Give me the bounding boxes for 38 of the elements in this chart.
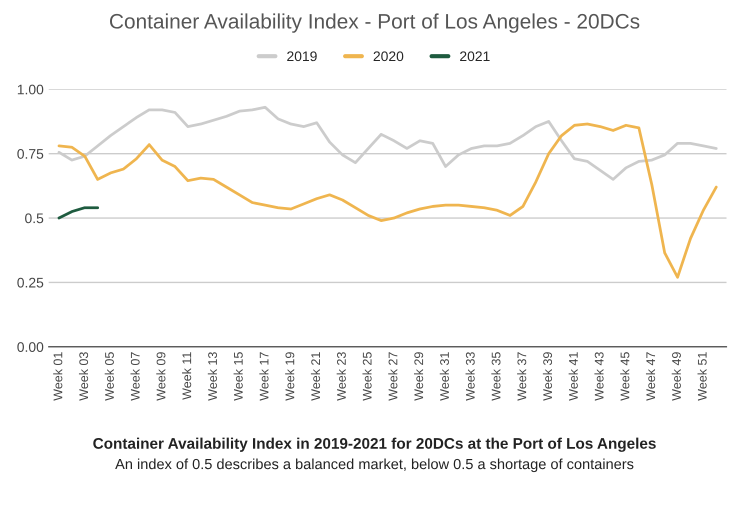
x-tick-label: Week 01 bbox=[53, 352, 62, 401]
x-tick-label: Week 49 bbox=[672, 352, 681, 401]
x-tick-label: Week 41 bbox=[568, 352, 578, 401]
x-tick-label: Week 37 bbox=[517, 352, 526, 401]
x-tick-label: Week 07 bbox=[130, 352, 140, 401]
text: An index of 0.5 describes a balanced market, below 0.5 a shortage of containers bbox=[115, 458, 634, 472]
x-tick-label: Week 05 bbox=[104, 352, 114, 401]
x-tick-label: Week 39 bbox=[542, 352, 552, 401]
y-tick-label: 0.25 bbox=[17, 278, 44, 288]
y-tick-label: 0.75 bbox=[17, 148, 44, 159]
x-tick-label: Week 27 bbox=[388, 352, 398, 401]
x-tick-label: Week 51 bbox=[698, 352, 707, 401]
x-tick-label: Week 35 bbox=[491, 352, 500, 401]
legend-label: 2019 bbox=[287, 51, 317, 62]
line-series bbox=[58, 122, 718, 279]
x-tick-label: Week 21 bbox=[310, 352, 320, 401]
legend-label: 2021 bbox=[460, 51, 490, 62]
chart-title: Container Availability Index - Port of Los Angeles - 20DCs bbox=[110, 13, 640, 33]
x-tick-label: Week 13 bbox=[208, 352, 217, 401]
x-tick-label: Week 31 bbox=[440, 352, 449, 401]
x-tick-label: Week 45 bbox=[620, 352, 630, 401]
x-tick-label: Week 11 bbox=[182, 352, 192, 400]
legend-label: 2020 bbox=[374, 51, 404, 62]
x-tick-label: Week 47 bbox=[646, 352, 656, 401]
text: Container Availability Index in 2019-2021 for 20DCs at the Port of Los Angeles bbox=[93, 438, 656, 452]
x-tick-label: Week 15 bbox=[234, 352, 243, 401]
x-tick-label: Week 29 bbox=[414, 352, 424, 401]
x-tick-label: Week 17 bbox=[259, 352, 269, 401]
y-tick-label: 0.00 bbox=[17, 342, 44, 352]
x-tick-label: Week 43 bbox=[594, 352, 604, 401]
x-tick-label: Week 23 bbox=[336, 352, 346, 401]
y-tick-label: 0.5 bbox=[25, 213, 44, 224]
x-tick-label: Week 09 bbox=[156, 352, 166, 401]
x-tick-label: Week 19 bbox=[285, 352, 294, 401]
x-tick-label: Week 33 bbox=[466, 352, 475, 401]
x-tick-label: Week 25 bbox=[362, 352, 372, 401]
x-tick-label: Week 03 bbox=[78, 352, 88, 401]
y-tick-label: 1.00 bbox=[18, 84, 44, 94]
